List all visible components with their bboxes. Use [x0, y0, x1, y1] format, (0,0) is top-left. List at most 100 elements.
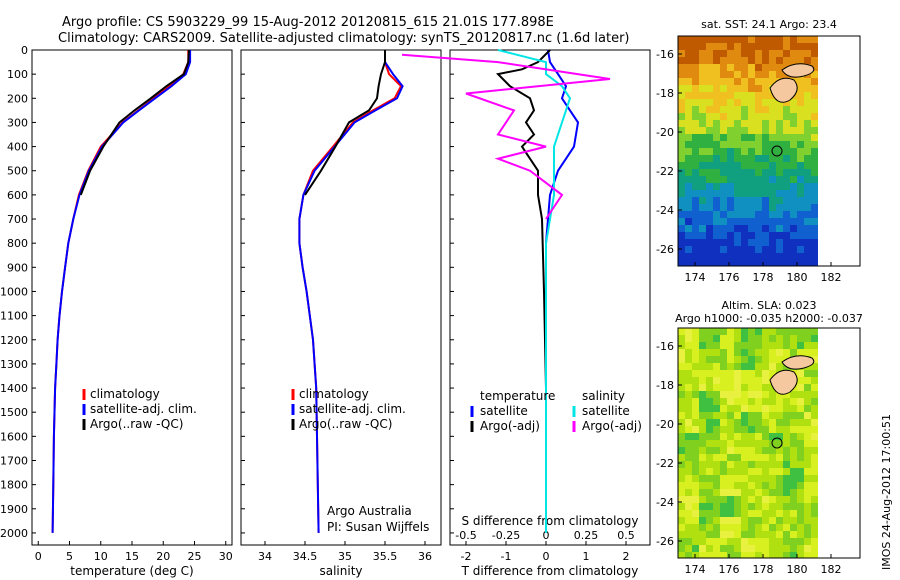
map-pixel [748, 356, 755, 363]
map-pixel [741, 468, 748, 475]
map-pixel [776, 419, 783, 426]
map-pixel [720, 183, 727, 190]
map-pixel [797, 43, 804, 50]
map-pixel [769, 335, 776, 342]
map-pixel [769, 370, 776, 377]
map-pixel [678, 162, 685, 169]
map-pixel [734, 496, 741, 503]
map-pixel [699, 71, 706, 78]
map-pixel [713, 531, 720, 538]
map-pixel [776, 482, 783, 489]
map-pixel [755, 496, 762, 503]
map-pixel [741, 363, 748, 370]
map-pixel [811, 36, 818, 43]
map-pixel [685, 356, 692, 363]
panel-frame [240, 49, 442, 546]
map-pixel [699, 106, 706, 113]
map-pixel [776, 328, 783, 335]
map-pixel [720, 225, 727, 232]
map-pixel [790, 120, 797, 127]
y-tick-label: 0 [21, 44, 28, 57]
map-pixel [699, 510, 706, 517]
map-pixel [699, 141, 706, 148]
map-pixel [678, 92, 685, 99]
map-pixel [685, 99, 692, 106]
map-pixel [741, 36, 748, 43]
map-pixel [769, 524, 776, 531]
x-tick-label: 5 [66, 550, 73, 563]
map-pixel [797, 524, 804, 531]
map-pixel [678, 113, 685, 120]
map-pixel [790, 246, 797, 253]
map-pixel [769, 239, 776, 246]
map-pixel [776, 71, 783, 78]
map-pixel [713, 342, 720, 349]
map-pixel [678, 155, 685, 162]
map-pixel [699, 197, 706, 204]
map-pixel [776, 169, 783, 176]
map-pixel [678, 190, 685, 197]
map-pixel [755, 78, 762, 85]
map-pixel [755, 356, 762, 363]
map-pixel [727, 531, 734, 538]
map-pixel [727, 64, 734, 71]
map-pixel [748, 412, 755, 419]
map-pixel [790, 412, 797, 419]
map-pixel [755, 92, 762, 99]
map-pixel [741, 232, 748, 239]
map-pixel [783, 36, 790, 43]
map-pixel [762, 496, 769, 503]
map-pixel [769, 99, 776, 106]
map-pixel [748, 454, 755, 461]
map-pixel [713, 113, 720, 120]
map-pixel [720, 134, 727, 141]
map-pixel [734, 454, 741, 461]
map-pixel [713, 50, 720, 57]
legend-label: satellite-adj. clim. [299, 402, 406, 416]
map-pixel [692, 155, 699, 162]
map-pixel [755, 120, 762, 127]
map-pixel [692, 475, 699, 482]
map-pixel [727, 482, 734, 489]
map-pixel [783, 134, 790, 141]
map-pixel [811, 113, 818, 120]
map-pixel [797, 342, 804, 349]
map-pixel [692, 405, 699, 412]
map-pixel [797, 440, 804, 447]
map-pixel [811, 405, 818, 412]
map-pixel [713, 78, 720, 85]
map-pixel [755, 253, 762, 260]
map-pixel [706, 545, 713, 552]
map-x-tick-label: 180 [787, 563, 808, 576]
map-pixel [783, 496, 790, 503]
map-pixel [748, 260, 755, 266]
map-pixel [685, 405, 692, 412]
map-pixel [811, 155, 818, 162]
y-tick-label: 400 [7, 141, 28, 154]
map-pixel [783, 113, 790, 120]
map-pixel [734, 461, 741, 468]
map-pixel [734, 475, 741, 482]
map-pixel [748, 253, 755, 260]
map-pixel [720, 461, 727, 468]
map-pixel [755, 524, 762, 531]
map-pixel [685, 419, 692, 426]
map-pixel [797, 78, 804, 85]
map-pixel [685, 218, 692, 225]
map-pixel [804, 538, 811, 545]
map-pixel [748, 496, 755, 503]
map-pixel [762, 246, 769, 253]
map-pixel [755, 260, 762, 266]
map-pixel [678, 524, 685, 531]
map-pixel [748, 176, 755, 183]
map-pixel [727, 246, 734, 253]
island-shape [781, 355, 815, 370]
legend-title-salinity: salinity [582, 389, 625, 403]
map-pixel [783, 517, 790, 524]
map-pixel [734, 531, 741, 538]
map-pixel [755, 433, 762, 440]
map-pixel [741, 134, 748, 141]
map-pixel [755, 503, 762, 510]
map-pixel [790, 335, 797, 342]
map-pixel [692, 412, 699, 419]
